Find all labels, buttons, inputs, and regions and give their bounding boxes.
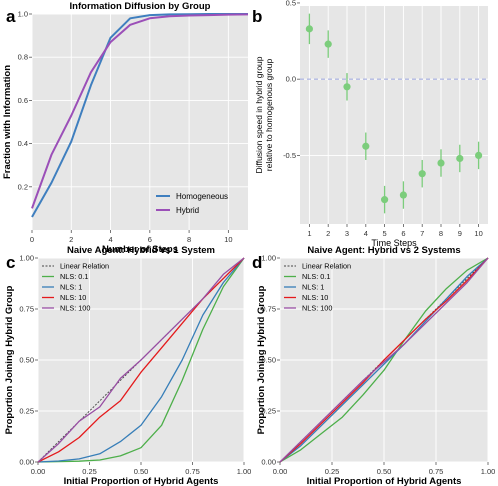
y-tick-label: 0.25	[261, 407, 276, 416]
series-line-nls-0-1	[37, 257, 245, 463]
x-tick-label: 5	[383, 229, 387, 238]
x-tick-label: 0	[30, 235, 34, 244]
x-tick-label: 3	[345, 229, 349, 238]
y-axis-label: Fraction with Information	[2, 65, 13, 179]
y-axis-label: Proportion Joining Hybrid Group	[256, 285, 267, 434]
y-tick-label: 0.75	[261, 305, 276, 314]
x-axis-label: Time Steps	[371, 238, 417, 248]
panel-a: a 0 2 4 6 8 10 0.2 0.4 0.6 0.8 1.0 Information Diffu…	[2, 1, 249, 255]
x-tick-label: 10	[474, 229, 482, 238]
x-axis-label: Initial Proportion of Hybrid Agents	[64, 476, 219, 486]
y-tick-label: 0.0	[286, 75, 296, 84]
y-tick-label: 0.5	[286, 0, 296, 7]
x-tick-label: 2	[326, 229, 330, 238]
data-point	[362, 142, 370, 150]
chart-title: Information Diffusion by Group	[70, 1, 211, 12]
y-tick-label: 1.00	[19, 254, 34, 263]
x-tick-label: 6	[401, 229, 405, 238]
data-point	[475, 151, 483, 159]
y-tick-label: 0.75	[19, 305, 34, 314]
legend-label: Linear Relation	[302, 262, 351, 271]
panel-c: c 0.00 0.25 0.50 0.75 1.00 0.00 0.25 0.50 0.75 1.0…	[4, 245, 251, 486]
y-axis-label: Proportion Joining Hybrid Group	[4, 285, 15, 434]
x-tick-label: 0.00	[31, 467, 46, 476]
series-line-nls-0-1	[279, 257, 489, 463]
data-point	[381, 196, 389, 204]
legend-label: NLS: 100	[60, 304, 90, 313]
data-point	[343, 83, 351, 91]
series-line-nls-1	[279, 257, 489, 463]
x-tick-label: 0.75	[429, 467, 444, 476]
chart-title: Naive Agent: Hybrid vs 2 Systems	[307, 245, 460, 256]
data-point	[399, 191, 407, 199]
y-tick-label: 0.50	[261, 356, 276, 365]
x-tick-label: 4	[364, 229, 368, 238]
x-tick-label: 1.00	[481, 467, 496, 476]
series-line-nls-10	[37, 257, 245, 463]
x-tick-label: 2	[69, 235, 73, 244]
series-line-nls-100	[37, 257, 245, 463]
y-tick-label: 0.00	[19, 458, 34, 467]
x-tick-label: 0.50	[134, 467, 149, 476]
panel-d: d 0.00 0.25 0.50 0.75 1.00 0.00 0.25 0.50 0.75 1.0…	[252, 245, 495, 486]
y-tick-label: 0.50	[19, 356, 34, 365]
x-tick-label: 6	[148, 235, 152, 244]
data-point	[456, 154, 464, 163]
data-point	[418, 170, 426, 178]
legend-label: NLS: 0.1	[302, 272, 330, 281]
series-line-hybrid	[31, 13, 249, 209]
x-tick-label: 10	[224, 235, 232, 244]
panel-letter: d	[252, 253, 262, 272]
legend-label: NLS: 100	[302, 304, 332, 313]
legend-label: NLS: 10	[60, 293, 86, 302]
panel-letter: a	[6, 7, 16, 26]
data-point	[324, 40, 332, 48]
x-tick-label: 0.50	[377, 467, 392, 476]
y-axis-label: Diffusion speed in hybrid group relative …	[254, 56, 274, 173]
x-tick-label: 0.25	[82, 467, 97, 476]
panel-letter: b	[252, 7, 262, 26]
y-tick-label: 0.6	[18, 96, 28, 105]
x-axis-label: Number of Steps	[102, 244, 178, 255]
x-tick-label: 1	[307, 229, 311, 238]
plot-background	[300, 6, 488, 224]
chart-title: Naive Agent: Hybrid vs 1 System	[67, 245, 215, 256]
legend-label: Homogeneous	[176, 192, 228, 201]
legend-label: NLS: 0.1	[60, 272, 88, 281]
y-axis-label-line: Diffusion speed in hybrid group	[254, 56, 264, 173]
x-tick-label: 0.25	[325, 467, 340, 476]
panel-b: b 1 2 3 4 5 6 7 8 9 10 0.5 0.0 -0.5 Time Steps Diffusio…	[252, 0, 488, 248]
series-line-nls-10	[279, 257, 489, 463]
series-line-homogeneous	[31, 13, 248, 218]
y-tick-label: 1.00	[261, 254, 276, 263]
y-tick-label: 0.8	[18, 53, 28, 62]
legend-label: NLS: 10	[302, 293, 328, 302]
x-tick-label: 1.00	[237, 467, 252, 476]
y-tick-label: 0.4	[18, 139, 28, 148]
legend-label: Linear Relation	[60, 262, 109, 271]
y-tick-label: 0.00	[261, 458, 276, 467]
x-tick-label: 9	[458, 229, 462, 238]
y-tick-label: 1.0	[18, 10, 28, 19]
series-line-nls-1	[37, 257, 245, 463]
y-tick-label: 0.25	[19, 407, 34, 416]
y-tick-label: 0.2	[18, 182, 28, 191]
y-tick-label: -0.5	[283, 151, 296, 160]
panel-letter: c	[6, 253, 15, 272]
y-axis-label-line: relative to homogenous group	[264, 58, 274, 171]
x-tick-label: 0.00	[273, 467, 288, 476]
x-tick-label: 8	[187, 235, 191, 244]
series-line-nls-100	[279, 257, 489, 463]
x-tick-label: 7	[420, 229, 424, 238]
x-tick-label: 0.75	[185, 467, 200, 476]
x-axis-label: Initial Proportion of Hybrid Agents	[307, 476, 462, 486]
legend-label: NLS: 1	[60, 283, 82, 292]
legend-label: Hybrid	[176, 206, 199, 215]
data-point	[437, 159, 445, 167]
x-tick-label: 8	[439, 229, 443, 238]
x-tick-label: 4	[108, 235, 112, 244]
data-point	[305, 25, 313, 33]
legend-label: NLS: 1	[302, 283, 324, 292]
